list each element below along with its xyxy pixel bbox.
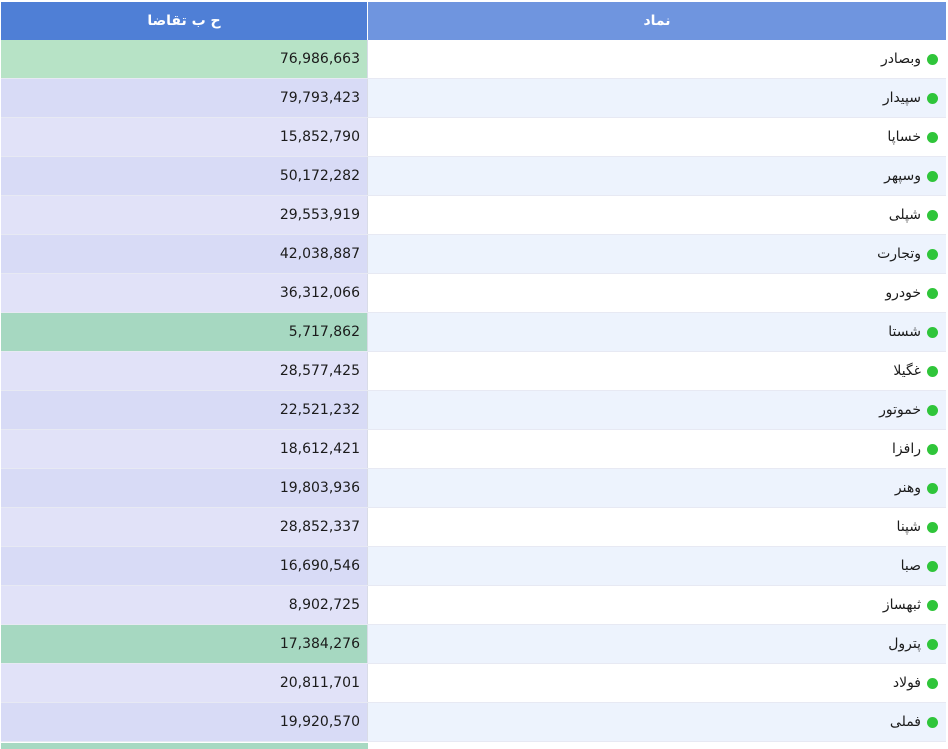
table-row[interactable]: 29,553,919 شپلی xyxy=(1,196,946,235)
symbol-cell[interactable]: خموتور xyxy=(368,391,946,429)
bid-volume-cell: 17,384,276 xyxy=(1,625,368,663)
symbol-cell[interactable]: فملی xyxy=(368,703,946,741)
symbol-label: رافزا xyxy=(892,441,921,457)
table-row[interactable]: 5,717,862 شستا xyxy=(1,313,946,352)
table-row[interactable]: 18,612,421 رافزا xyxy=(1,430,946,469)
bid-volume-cell: 79,793,423 xyxy=(1,79,368,117)
symbol-label: وبصادر xyxy=(880,51,921,67)
bid-volume-cell: 28,852,337 xyxy=(1,508,368,546)
symbol-cell[interactable]: خودرو xyxy=(368,274,946,312)
symbol-label: شپنا xyxy=(896,519,921,535)
bid-volume-cell: 5,717,862 xyxy=(1,313,368,351)
table-row[interactable]: 15,852,790 خساپا xyxy=(1,118,946,157)
symbol-label: وهنر xyxy=(894,480,921,496)
status-dot-icon xyxy=(927,92,938,104)
bid-volume-cell: 15,852,790 xyxy=(1,118,368,156)
status-dot-icon xyxy=(927,131,938,143)
symbol-cell[interactable]: غگیلا xyxy=(368,352,946,390)
symbol-cell[interactable]: فولاد xyxy=(368,664,946,702)
symbol-label: سپیدار xyxy=(882,90,921,106)
bid-volume-cell: 36,312,066 xyxy=(1,274,368,312)
symbol-label: فملی xyxy=(889,714,921,730)
status-dot-icon xyxy=(927,248,938,260)
table-row[interactable]: 16,690,546 صبا xyxy=(1,547,946,586)
status-dot-icon xyxy=(927,365,938,377)
symbol-label: شستا xyxy=(888,324,921,340)
table-row[interactable]: 17,384,276 پترول xyxy=(1,625,946,664)
symbol-cell[interactable]: خساپا xyxy=(368,118,946,156)
symbol-cell[interactable]: شپنا xyxy=(368,508,946,546)
table-row[interactable]: 76,986,663 وبصادر xyxy=(1,40,946,79)
bid-volume-cell: 8,902,725 xyxy=(1,586,368,624)
status-dot-icon xyxy=(927,716,938,728)
symbol-label: غگیلا xyxy=(893,363,921,379)
symbol-label: فولاد xyxy=(892,675,921,691)
bid-volume-cell: 22,521,232 xyxy=(1,391,368,429)
symbol-label: پترول xyxy=(888,636,921,652)
table-row[interactable]: 28,852,337 شپنا xyxy=(1,508,946,547)
symbol-cell[interactable]: پترول xyxy=(368,625,946,663)
symbol-cell[interactable]: وسپهر xyxy=(368,157,946,195)
bid-volume-cell: 29,553,919 xyxy=(1,196,368,234)
symbol-cell[interactable]: وهنر xyxy=(368,469,946,507)
table-header: ح ب تقاضا نماد xyxy=(1,2,946,40)
table-body: 76,986,663 وبصادر 79,793,423 سپیدار 15,852,7… xyxy=(1,40,946,742)
table-row[interactable]: 42,038,887 وتجارت xyxy=(1,235,946,274)
status-dot-icon xyxy=(927,326,938,338)
table-row[interactable]: 28,577,425 غگیلا xyxy=(1,352,946,391)
column-header-symbol[interactable]: نماد xyxy=(368,2,946,40)
symbol-label: وتجارت xyxy=(877,246,921,262)
bid-volume-cell: 28,577,425 xyxy=(1,352,368,390)
symbol-label: وسپهر xyxy=(884,168,921,184)
bid-volume-cell: 19,803,936 xyxy=(1,469,368,507)
table-row-partial xyxy=(1,743,368,749)
status-dot-icon xyxy=(927,482,938,494)
bid-volume-cell: 20,811,701 xyxy=(1,664,368,702)
table-row[interactable]: 19,803,936 وهنر xyxy=(1,469,946,508)
symbol-label: خودرو xyxy=(885,285,921,301)
status-dot-icon xyxy=(927,443,938,455)
bid-volume-cell: 42,038,887 xyxy=(1,235,368,273)
status-dot-icon xyxy=(927,170,938,182)
symbol-label: شپلی xyxy=(888,207,921,223)
table-row[interactable]: 36,312,066 خودرو xyxy=(1,274,946,313)
table-row[interactable]: 20,811,701 فولاد xyxy=(1,664,946,703)
status-dot-icon xyxy=(927,404,938,416)
status-dot-icon xyxy=(927,287,938,299)
symbol-cell[interactable]: وتجارت xyxy=(368,235,946,273)
symbol-cell[interactable]: شپلی xyxy=(368,196,946,234)
symbol-cell[interactable]: ثبهساز xyxy=(368,586,946,624)
symbol-label: خساپا xyxy=(887,129,921,145)
bid-volume-cell: 19,920,570 xyxy=(1,703,368,741)
bid-volume-cell: 16,690,546 xyxy=(1,547,368,585)
table-row[interactable]: 19,920,570 فملی xyxy=(1,703,946,742)
bid-volume-cell: 50,172,282 xyxy=(1,157,368,195)
status-dot-icon xyxy=(927,209,938,221)
status-dot-icon xyxy=(927,560,938,572)
symbol-cell[interactable]: رافزا xyxy=(368,430,946,468)
symbol-label: ثبهساز xyxy=(882,597,921,613)
table-row[interactable]: 79,793,423 سپیدار xyxy=(1,79,946,118)
status-dot-icon xyxy=(927,53,938,65)
status-dot-icon xyxy=(927,521,938,533)
status-dot-icon xyxy=(927,599,938,611)
bid-volume-cell: 76,986,663 xyxy=(1,40,368,78)
symbol-cell[interactable]: صبا xyxy=(368,547,946,585)
bid-volume-cell: 18,612,421 xyxy=(1,430,368,468)
table-row[interactable]: 22,521,232 خموتور xyxy=(1,391,946,430)
symbol-label: صبا xyxy=(900,558,921,574)
symbol-cell[interactable]: وبصادر xyxy=(368,40,946,78)
symbol-cell[interactable]: سپیدار xyxy=(368,79,946,117)
status-dot-icon xyxy=(927,638,938,650)
table-row[interactable]: 50,172,282 وسپهر xyxy=(1,157,946,196)
column-header-bid-volume[interactable]: ح ب تقاضا xyxy=(1,2,368,40)
table-row[interactable]: 8,902,725 ثبهساز xyxy=(1,586,946,625)
status-dot-icon xyxy=(927,677,938,689)
symbol-label: خموتور xyxy=(879,402,921,418)
symbol-cell[interactable]: شستا xyxy=(368,313,946,351)
